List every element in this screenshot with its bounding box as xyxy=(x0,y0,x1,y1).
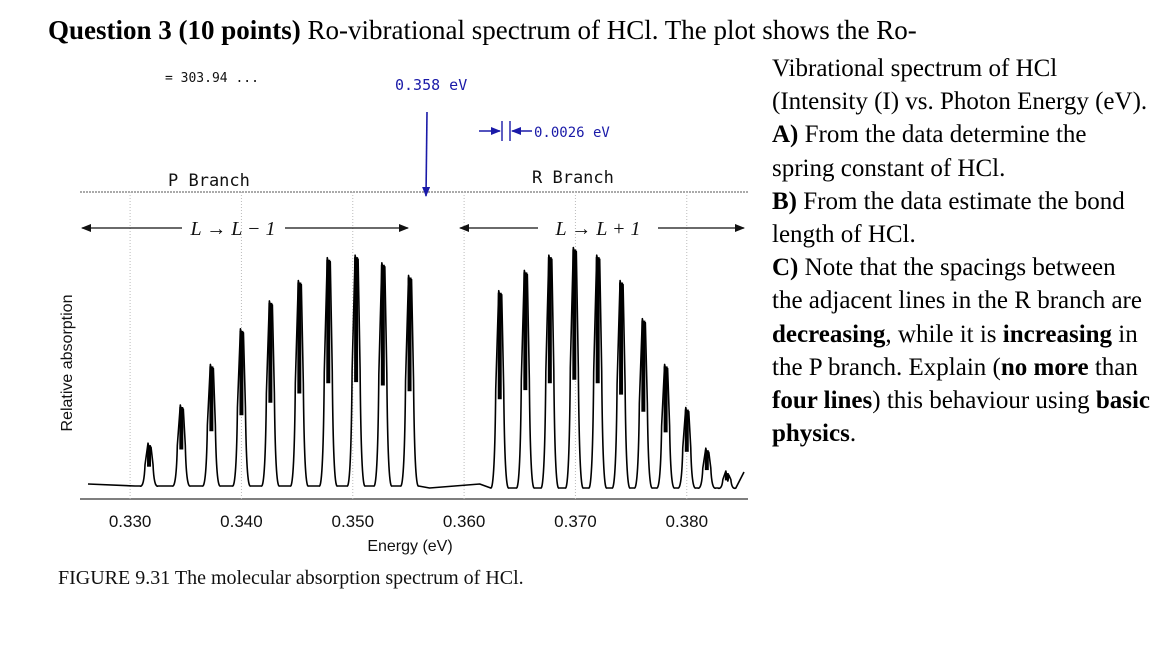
part-c-bold-4: four lines xyxy=(772,387,873,415)
part-b-text: From the data estimate the bond length o… xyxy=(772,187,1125,249)
question-part-c: C) Note that the spacings between the ad… xyxy=(772,251,1152,450)
r-branch-transition: L → L + 1 xyxy=(554,218,640,240)
x-tick-label: 0.370 xyxy=(554,512,597,531)
y-axis-label: Relative absorption xyxy=(59,295,76,432)
center-energy-arrow xyxy=(422,111,431,197)
question-heading-text: Ro-vibrational spectrum of HCl. The plot… xyxy=(307,15,917,45)
x-tick-label: 0.330 xyxy=(109,512,152,531)
part-c-bold-5: basic physics xyxy=(772,387,1151,448)
part-b-label: B) xyxy=(772,187,797,215)
x-tick-label: 0.380 xyxy=(665,512,708,531)
part-c-text-5: ) this behaviour using xyxy=(872,387,1090,415)
part-c-text-6: . xyxy=(849,420,857,448)
part-c-text-2: , while it is xyxy=(885,320,997,348)
question-part-b: B) From the data estimate the bond lengt… xyxy=(772,185,1152,251)
p-branch-label: P Branch xyxy=(168,171,250,191)
absorption-peaks xyxy=(147,249,729,481)
part-c-label: C) xyxy=(772,254,799,282)
part-c-text-3: in the P branch. Explain ( xyxy=(772,320,1138,381)
part-c-bold-2: increasing xyxy=(1002,320,1113,348)
x-tick-label: 0.350 xyxy=(331,512,374,531)
part-c-bold-1: decreasing xyxy=(772,320,886,348)
question-intro: Vibrational spectrum of HCl (Intensity (… xyxy=(772,55,1148,116)
question-part-a: A) From the data determine the spring co… xyxy=(772,118,1152,184)
center-energy-annotation: 0.358 eV xyxy=(395,76,467,94)
x-tick-labels: 0.330 0.340 0.350 0.360 0.370 0.380 xyxy=(109,512,708,531)
part-c-bold-3: no more xyxy=(1000,353,1089,381)
spectrum-figure: 0.330 0.340 0.350 0.360 0.370 0.380 Relative … xyxy=(58,71,748,589)
spacing-annotation: 0.0026 eV xyxy=(534,125,610,141)
part-a-text: From the data determine the spring const… xyxy=(772,121,1087,182)
x-axis-label: Energy (eV) xyxy=(367,538,452,555)
part-a-label: A) xyxy=(772,121,799,149)
cut-off-text: = 303.94 ... xyxy=(165,71,259,86)
spectrum-trace xyxy=(87,246,745,490)
question-body: Vibrational spectrum of HCl (Intensity (… xyxy=(772,52,1152,450)
p-branch-transition: L → L − 1 xyxy=(189,218,275,240)
part-c-text-1: Note that the spacings between the adjac… xyxy=(772,254,1142,315)
question-number: Question 3 (10 points) xyxy=(48,15,301,45)
r-branch-label: R Branch xyxy=(532,168,614,188)
figure-caption: FIGURE 9.31 The molecular absorption spe… xyxy=(58,567,524,589)
part-c-text-4: than xyxy=(1094,353,1138,381)
x-tick-label: 0.360 xyxy=(443,512,486,531)
x-tick-label: 0.340 xyxy=(220,512,263,531)
question-heading: Question 3 (10 points) Ro-vibrational sp… xyxy=(48,10,917,50)
